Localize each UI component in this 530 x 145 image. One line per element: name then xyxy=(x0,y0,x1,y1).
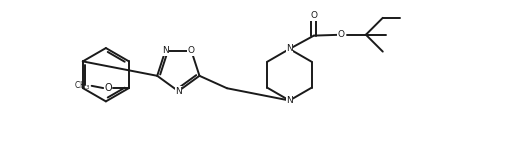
Text: O: O xyxy=(188,46,195,56)
Text: N: N xyxy=(175,87,182,96)
Text: O: O xyxy=(104,83,112,93)
Text: O: O xyxy=(311,11,317,20)
Text: N: N xyxy=(286,96,293,105)
Text: N: N xyxy=(162,46,169,56)
Text: CH$_3$: CH$_3$ xyxy=(74,79,90,92)
Text: N: N xyxy=(286,45,293,54)
Text: O: O xyxy=(338,30,345,39)
